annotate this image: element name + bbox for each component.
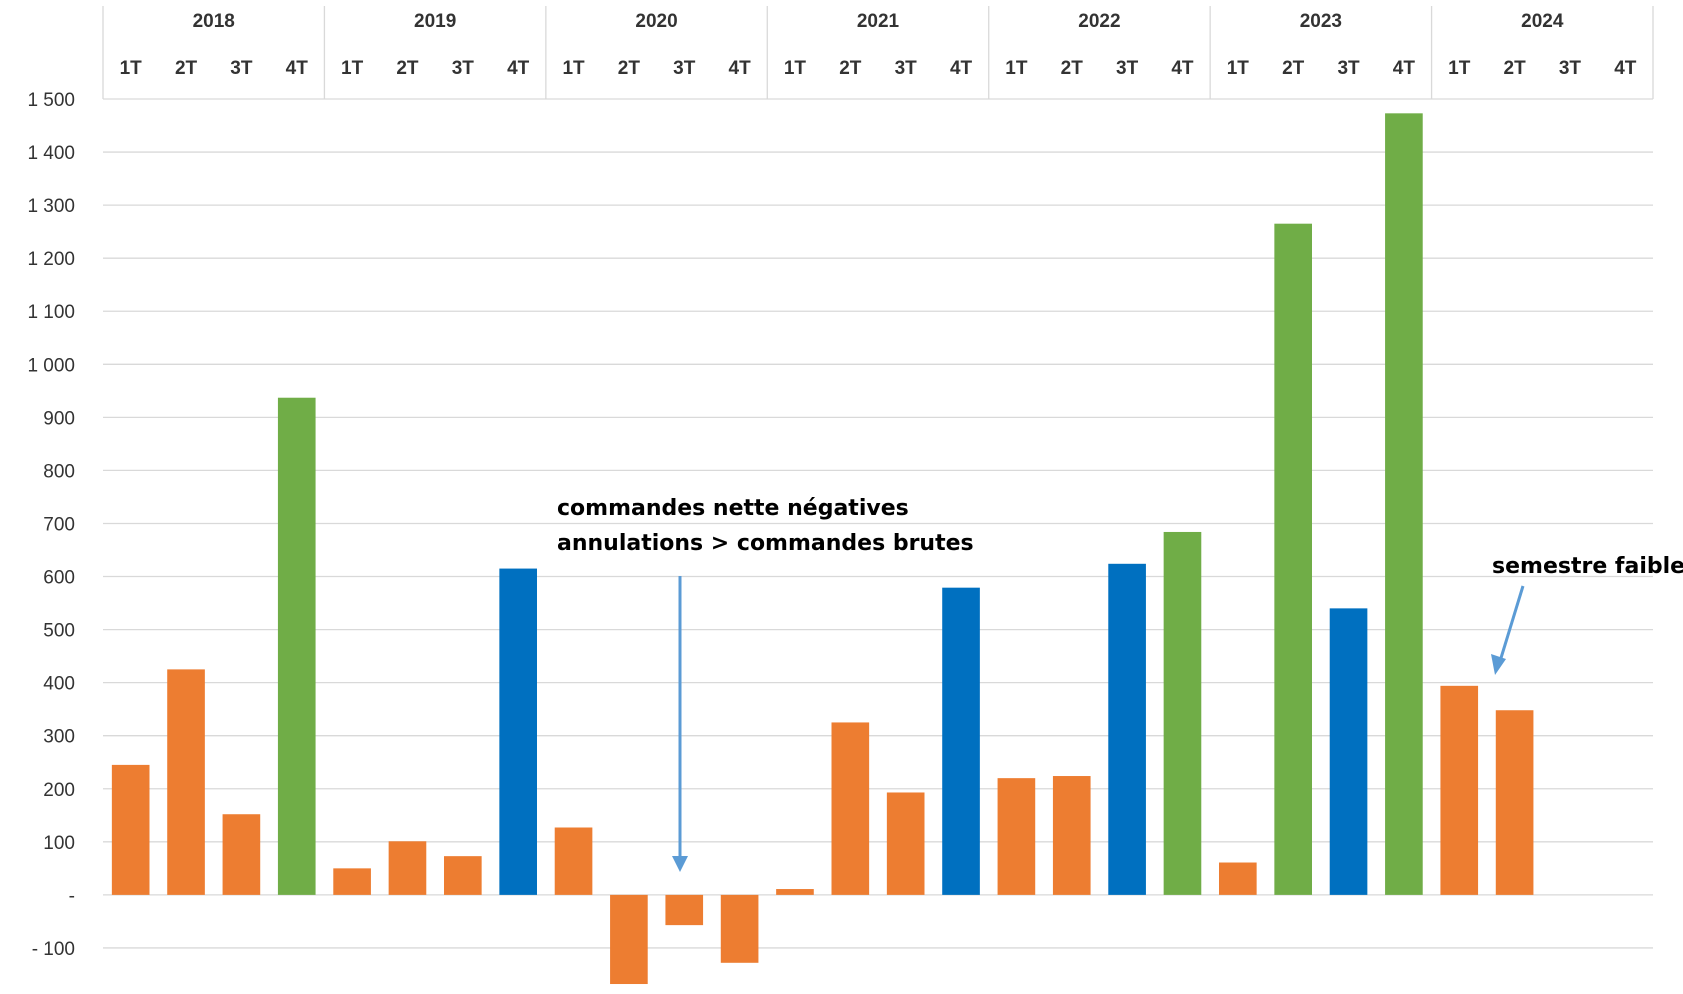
quarter-label: 4T [1171,58,1194,79]
annotation-weak-semester: semestre faible [1491,554,1683,675]
bar-2018-3T [222,814,261,895]
y-tick-label: - 100 [32,939,75,960]
quarter-label: 3T [1559,58,1582,79]
annotations: commandes nette négatives annulations > … [557,496,1683,872]
bar-2018-2T [167,669,205,895]
quarter-label: 1T [120,58,143,79]
bar-2024-1T [1440,685,1479,895]
year-label: 2018 [193,11,235,32]
quarter-label: 4T [729,58,752,79]
annotation-negative-line-1: commandes nette négatives [557,496,909,521]
y-tick-label: - 200 [32,992,75,994]
bar-2020-1T [554,827,593,895]
bar-2019-3T [444,856,482,895]
quarter-label: 4T [1393,58,1416,79]
y-tick-label: 900 [43,408,75,429]
y-tick-label: 200 [43,780,75,801]
quarter-label: 3T [673,58,696,79]
y-axis-tick-labels: - 200 - 100 - 100 200 300 400 500 600 700 800 900 1 … [27,90,75,994]
bar-2021-1T [776,889,814,895]
quarter-year-header: 2018 2019 2020 2021 2022 2023 2024 1T 2T 3T 4T 1T 2T… [102,6,1654,99]
quarter-label: 2T [1504,58,1527,79]
y-tick-label: 700 [43,514,75,535]
bar-2018-1T [111,764,150,895]
y-tick-label: 400 [43,674,75,695]
bar-2019-1T [333,868,371,895]
quarter-label: 2T [396,58,419,79]
bar-2020-4T [720,894,759,963]
year-label: 2024 [1521,11,1564,32]
year-label: 2021 [857,11,900,32]
quarter-label: 2T [839,58,862,79]
bar-2020-2T [610,894,648,985]
bar-2018-4T [277,397,316,895]
quarter-label: 3T [452,58,475,79]
year-label: 2020 [635,11,677,32]
quarter-label: 2T [175,58,198,79]
quarter-label: 1T [341,58,364,79]
y-tick-label: 300 [43,727,75,748]
annotation-arrowhead-down [672,856,688,872]
bar-2020-3T [665,894,704,926]
year-label: 2023 [1300,11,1342,32]
quarter-label: 3T [1116,58,1139,79]
annotation-negative-orders: commandes nette négatives annulations > … [557,496,974,872]
quarter-label: 2T [1061,58,1084,79]
y-tick-label: 1 400 [27,143,75,164]
quarter-label: 1T [1227,58,1250,79]
bar-2022-3T [1108,563,1146,895]
quarter-label: 4T [1614,58,1637,79]
year-label: 2019 [414,11,456,32]
y-tick-label: 600 [43,568,75,589]
bar-2021-3T [886,792,925,895]
quarter-label: 4T [507,58,530,79]
quarter-label: 3T [895,58,918,79]
quarter-label: 1T [1448,58,1471,79]
bar-2021-2T [831,722,870,895]
bar-2021-4T [942,587,980,895]
y-tick-label: 1 200 [27,249,75,270]
bar-2019-2T [388,841,427,895]
quarter-label: 1T [1005,58,1028,79]
annotation-arrow-weak [1499,585,1525,659]
quarter-label: 3T [230,58,253,79]
bars [111,113,1534,985]
y-tick-label: 500 [43,621,75,642]
y-tick-label: 1 100 [27,302,75,323]
annotation-negative-line-2: annulations > commandes brutes [557,531,974,556]
y-tick-label: 1 300 [27,196,75,217]
y-tick-label: - [69,886,75,907]
annotation-weak-semester-label: semestre faible [1492,554,1683,579]
y-tick-label: 100 [43,833,75,854]
y-tick-label: 800 [43,461,75,482]
quarter-label: 4T [286,58,309,79]
quarter-label: 2T [1282,58,1305,79]
annotation-arrowhead-weak [1491,654,1506,675]
bar-2022-2T [1052,776,1091,895]
y-tick-label: 1 500 [27,90,75,111]
quarter-label: 4T [950,58,973,79]
bar-2019-4T [499,568,537,895]
quarter-label: 1T [562,58,585,79]
bar-2023-2T [1274,223,1312,895]
quarter-label: 2T [618,58,641,79]
y-tick-label: 1 000 [27,355,75,376]
bar-2022-4T [1163,531,1202,895]
bar-2023-3T [1329,608,1368,895]
bar-2023-4T [1385,113,1423,895]
bar-2024-2T [1495,710,1534,895]
year-label: 2022 [1078,11,1120,32]
bar-2022-1T [997,778,1036,895]
quarter-label: 1T [784,58,807,79]
bar-2023-1T [1219,862,1257,895]
quarter-label: 3T [1337,58,1360,79]
